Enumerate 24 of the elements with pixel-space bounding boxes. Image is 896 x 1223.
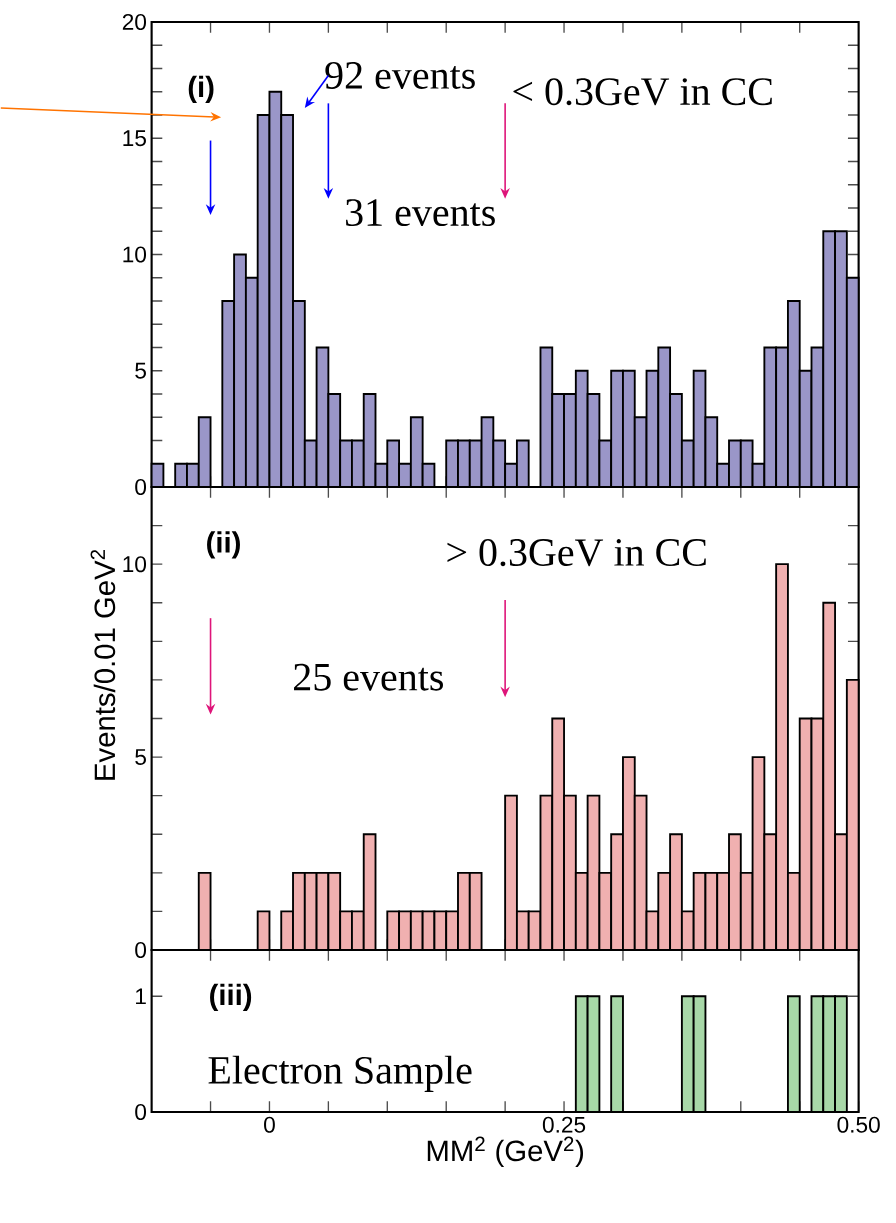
y-tick-label: 15: [123, 130, 147, 147]
y-tick-label: 5: [135, 749, 147, 765]
y-tick-label: 0: [135, 1103, 147, 1121]
annotation: (ii): [207, 531, 241, 559]
annotation: < 0.3GeV in CC: [513, 78, 772, 106]
annotation: 25 events: [294, 663, 444, 691]
y-axis-title: Events/0.01 GeV$^{2}$: [90, 549, 116, 780]
annotation: Electron Sample: [208, 1055, 472, 1092]
x-axis-title: MM$^{2}$ (GeV$^{2}$): [428, 1136, 584, 1168]
annotation: > 0.3GeV in CC: [447, 538, 706, 567]
x-tick-label: 0.25: [543, 1116, 586, 1133]
y-tick-label: 10: [123, 556, 147, 573]
annotation: (i): [188, 75, 214, 104]
y-tick-label: 20: [123, 13, 147, 31]
annotation: 92 events: [325, 62, 476, 89]
x-tick-label: 0.50: [837, 1116, 880, 1133]
y-tick-label: 10: [123, 246, 147, 263]
y-tick-label: 5: [135, 362, 147, 379]
y-tick-label: 1: [136, 988, 146, 1005]
x-tick-label: 0: [264, 1116, 276, 1133]
y-tick-label: 0: [135, 941, 147, 959]
y-tick-label: 0: [135, 478, 147, 496]
annotation: (iii): [210, 983, 252, 1012]
annotation: 31 events: [346, 199, 496, 227]
